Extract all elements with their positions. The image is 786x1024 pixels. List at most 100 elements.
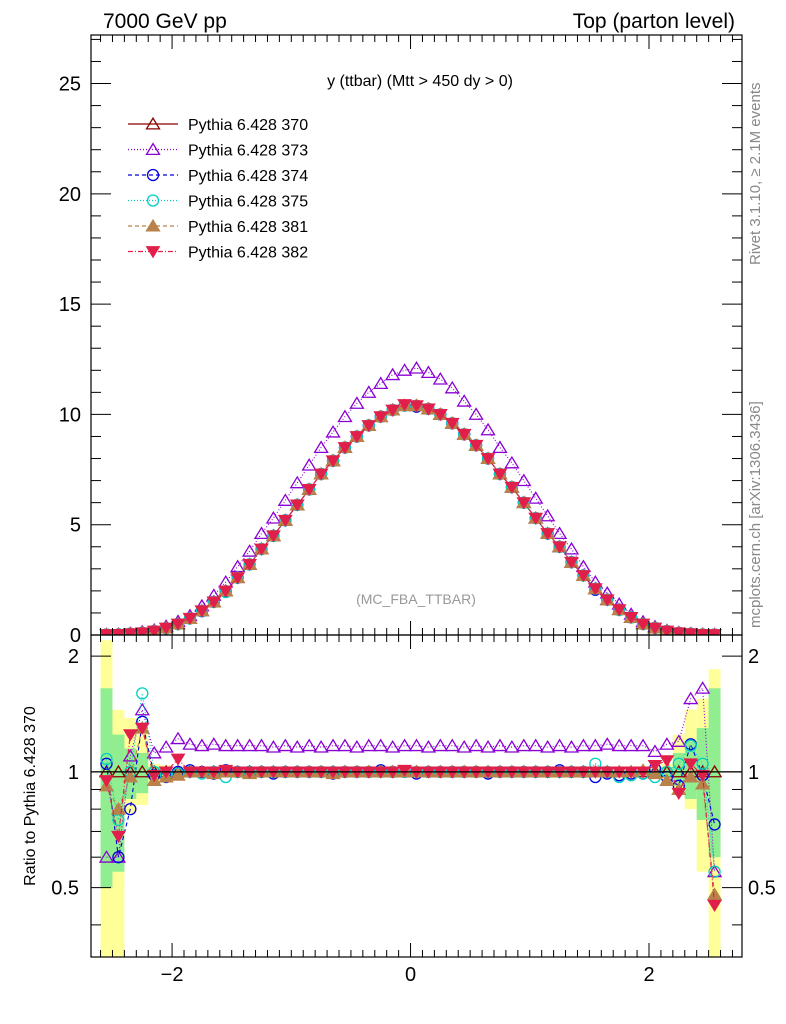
data-point-373 bbox=[408, 360, 425, 374]
ratio-point-373 bbox=[194, 738, 210, 752]
ratio-y-tick-label: 2 bbox=[748, 646, 759, 668]
ratio-point-373 bbox=[218, 738, 234, 752]
ratio-point-373 bbox=[551, 738, 568, 752]
data-point-382 bbox=[242, 559, 257, 572]
rivet-version-label: Rivet 3.1.10, ≥ 2.1M events bbox=[747, 83, 764, 266]
data-point-382 bbox=[599, 594, 615, 607]
legend-marker-375 bbox=[146, 194, 160, 207]
ratio-point-373 bbox=[289, 739, 305, 753]
data-point-382 bbox=[647, 622, 663, 635]
ratio-series-group bbox=[98, 681, 723, 913]
ratio-y-axis-label: Ratio to Pythia 6.428 370 bbox=[22, 706, 39, 886]
ratio-point-382 bbox=[683, 758, 699, 771]
legend-marker-374 bbox=[146, 168, 160, 182]
data-point-382 bbox=[504, 481, 520, 495]
data-point-382 bbox=[277, 514, 293, 528]
ratio-point-373 bbox=[456, 739, 472, 753]
data-point-382 bbox=[576, 570, 591, 583]
ratio-point-373 bbox=[671, 734, 687, 747]
ratio-point-382 bbox=[647, 759, 663, 773]
legend-label-381: Pythia 6.428 381 bbox=[188, 219, 308, 236]
data-point-373 bbox=[337, 409, 353, 423]
data-point-373 bbox=[373, 376, 389, 390]
data-point-382 bbox=[492, 468, 508, 481]
data-point-373 bbox=[444, 380, 460, 394]
ratio-point-374 bbox=[124, 802, 137, 816]
ratio-point-373 bbox=[170, 731, 186, 745]
data-point-382 bbox=[611, 604, 627, 617]
ratio-point-373 bbox=[611, 738, 627, 752]
data-point-373 bbox=[528, 491, 544, 504]
ratio-point-373 bbox=[432, 738, 449, 752]
ratio-point-373 bbox=[396, 738, 413, 752]
ratio-point-373 bbox=[265, 739, 282, 753]
ratio-line-374 bbox=[105, 721, 716, 858]
y-tick-label: 15 bbox=[59, 294, 81, 316]
data-point-382 bbox=[122, 628, 138, 635]
ratio-point-382 bbox=[122, 729, 138, 742]
ratio-point-375 bbox=[708, 865, 721, 878]
y-tick-label: 0 bbox=[70, 625, 81, 647]
data-point-373 bbox=[277, 493, 294, 506]
ratio-y-tick-label: 1 bbox=[68, 762, 79, 784]
data-point-373 bbox=[456, 394, 472, 407]
ratio-point-373 bbox=[516, 738, 532, 752]
legend-label-373: Pythia 6.428 373 bbox=[188, 143, 308, 160]
data-point-373 bbox=[468, 407, 484, 420]
legend-marker-381 bbox=[145, 218, 161, 232]
data-point-382 bbox=[409, 400, 424, 413]
data-point-373 bbox=[289, 475, 305, 489]
y-tick-label: 5 bbox=[70, 515, 81, 537]
ratio-point-375 bbox=[100, 752, 113, 766]
data-point-382 bbox=[170, 618, 186, 631]
ratio-point-381 bbox=[659, 773, 675, 786]
data-point-373 bbox=[384, 367, 401, 381]
ratio-point-373 bbox=[659, 737, 675, 750]
legend-marker-382 bbox=[145, 246, 161, 259]
ratio-point-373 bbox=[241, 738, 258, 752]
data-point-382 bbox=[337, 442, 353, 455]
ratio-point-373 bbox=[468, 738, 484, 752]
data-point-382 bbox=[552, 541, 567, 554]
ratio-point-373 bbox=[563, 739, 580, 753]
ratio-point-382 bbox=[111, 830, 126, 844]
ratio-point-382 bbox=[397, 764, 412, 778]
y-tick-label: 25 bbox=[59, 74, 81, 96]
ratio-point-382 bbox=[659, 755, 675, 768]
data-point-382 bbox=[182, 612, 198, 626]
data-point-373 bbox=[539, 508, 556, 522]
ratio-point-373 bbox=[647, 744, 663, 757]
data-point-373 bbox=[551, 526, 568, 540]
legend-label-382: Pythia 6.428 382 bbox=[188, 245, 308, 262]
ratio-point-373 bbox=[694, 681, 711, 694]
ratio-point-382 bbox=[707, 899, 722, 913]
ratio-point-373 bbox=[158, 739, 174, 753]
data-point-373 bbox=[325, 424, 341, 438]
ratio-point-382 bbox=[695, 769, 711, 783]
data-point-382 bbox=[313, 468, 329, 481]
legend-marker-370 bbox=[145, 116, 161, 130]
data-point-373 bbox=[563, 541, 580, 555]
x-tick-label: 2 bbox=[643, 964, 654, 986]
ratio-line-382 bbox=[105, 727, 716, 906]
ratio-line-381 bbox=[106, 727, 716, 895]
ratio-point-373 bbox=[408, 738, 425, 752]
ratio-point-373 bbox=[587, 738, 604, 752]
data-point-382 bbox=[528, 512, 544, 525]
y-tick-label: 20 bbox=[59, 184, 81, 206]
data-point-382 bbox=[254, 543, 269, 556]
ratio-point-381 bbox=[694, 776, 711, 790]
y-tick-label: 10 bbox=[59, 404, 81, 426]
ratio-point-374 bbox=[112, 851, 125, 864]
data-point-382 bbox=[361, 420, 377, 433]
ratio-point-382 bbox=[170, 753, 186, 766]
ratio-point-373 bbox=[504, 739, 520, 753]
data-point-382 bbox=[623, 611, 639, 625]
data-point-382 bbox=[146, 625, 162, 635]
data-point-382 bbox=[456, 428, 472, 442]
data-point-382 bbox=[707, 629, 722, 635]
ratio-point-373 bbox=[444, 738, 460, 752]
ratio-plot-frame bbox=[90, 634, 743, 958]
ratio-y-tick-label: 0.5 bbox=[51, 878, 79, 900]
